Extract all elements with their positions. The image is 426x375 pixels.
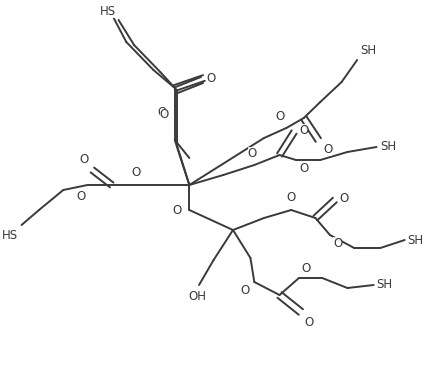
Text: O: O [322, 143, 332, 156]
Text: O: O [247, 147, 256, 160]
Text: HS: HS [99, 5, 115, 18]
Text: SH: SH [359, 44, 375, 57]
Text: O: O [274, 110, 284, 123]
Text: O: O [332, 237, 341, 250]
Text: O: O [158, 105, 167, 118]
Text: O: O [304, 316, 313, 329]
Text: SH: SH [376, 279, 392, 291]
Text: O: O [339, 192, 348, 204]
Text: HS: HS [2, 229, 17, 242]
Text: O: O [298, 123, 308, 136]
Text: O: O [79, 153, 88, 166]
Text: OH: OH [188, 290, 206, 303]
Text: O: O [131, 166, 140, 179]
Text: O: O [286, 191, 295, 204]
Text: O: O [301, 262, 311, 275]
Text: O: O [76, 190, 85, 203]
Text: O: O [159, 108, 169, 122]
Text: SH: SH [380, 141, 396, 153]
Text: O: O [298, 162, 308, 175]
Text: O: O [172, 204, 181, 216]
Text: SH: SH [406, 234, 423, 246]
Text: O: O [240, 284, 249, 297]
Text: O: O [206, 72, 216, 84]
